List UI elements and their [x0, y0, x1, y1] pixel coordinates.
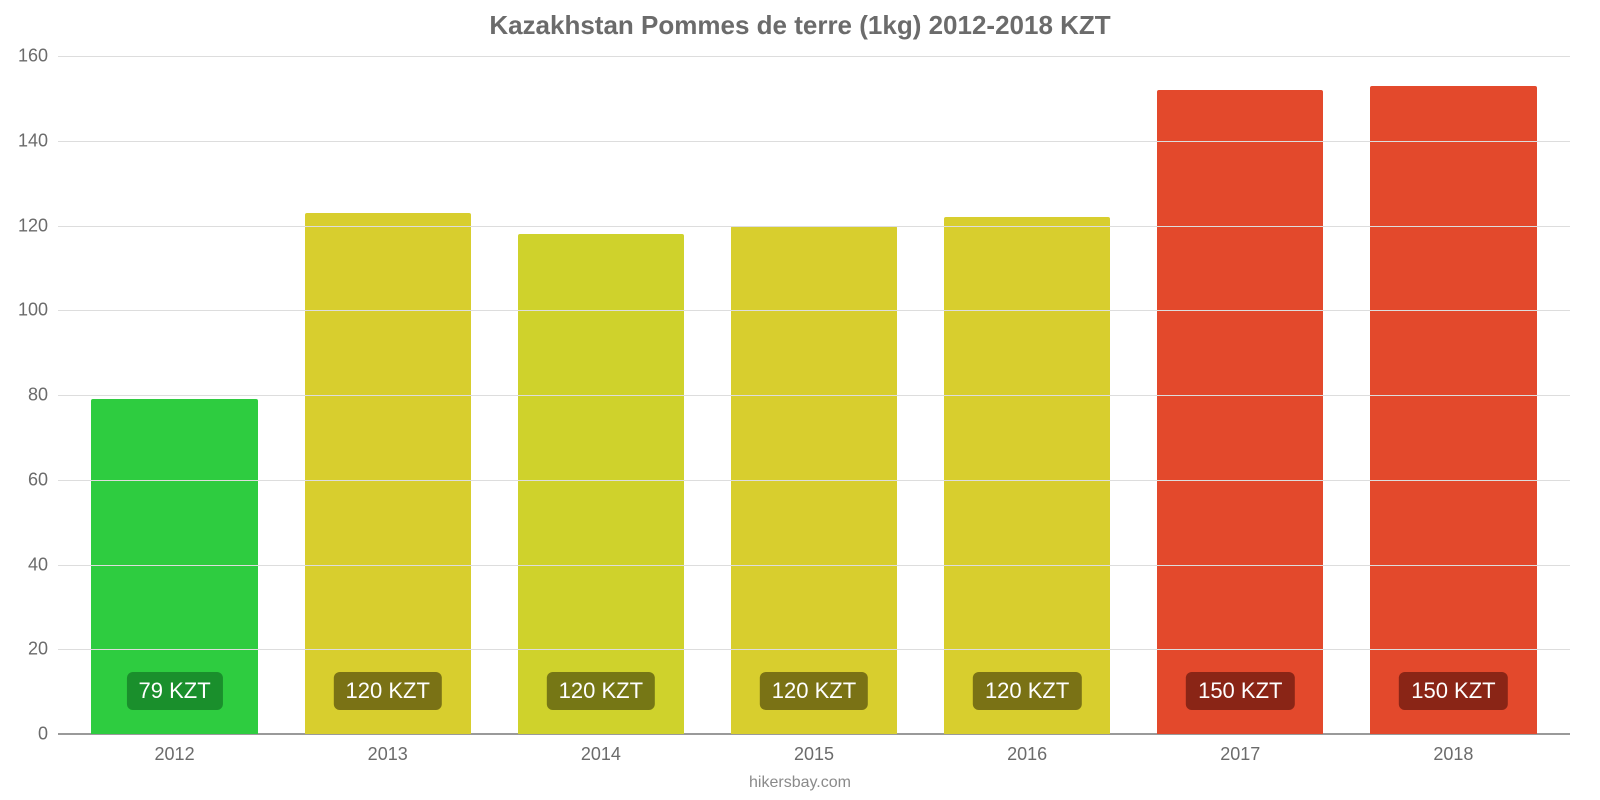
bar: 150 KZT — [1370, 86, 1536, 734]
bar: 120 KZT — [944, 217, 1110, 734]
x-tick-label: 2018 — [1433, 734, 1473, 765]
bar-value-label: 150 KZT — [1399, 672, 1507, 710]
y-gridline — [58, 649, 1570, 650]
y-gridline — [58, 565, 1570, 566]
bar-value-label: 120 KZT — [760, 672, 868, 710]
y-gridline — [58, 480, 1570, 481]
y-gridline — [58, 141, 1570, 142]
bar-value-label: 150 KZT — [1186, 672, 1294, 710]
y-tick-label: 60 — [28, 469, 58, 490]
bar: 150 KZT — [1157, 90, 1323, 734]
chart-title: Kazakhstan Pommes de terre (1kg) 2012-20… — [0, 0, 1600, 41]
x-tick-label: 2016 — [1007, 734, 1047, 765]
y-tick-label: 40 — [28, 554, 58, 575]
x-tick-label: 2015 — [794, 734, 834, 765]
bar-chart: Kazakhstan Pommes de terre (1kg) 2012-20… — [0, 0, 1600, 800]
y-gridline — [58, 56, 1570, 57]
bar: 120 KZT — [305, 213, 471, 734]
y-tick-label: 160 — [18, 46, 58, 67]
y-gridline — [58, 310, 1570, 311]
x-tick-label: 2012 — [155, 734, 195, 765]
x-tick-label: 2014 — [581, 734, 621, 765]
y-tick-label: 80 — [28, 385, 58, 406]
y-tick-label: 20 — [28, 639, 58, 660]
y-gridline — [58, 226, 1570, 227]
y-gridline — [58, 395, 1570, 396]
bar-value-label: 120 KZT — [973, 672, 1081, 710]
y-tick-label: 0 — [38, 724, 58, 745]
bar-value-label: 120 KZT — [547, 672, 655, 710]
x-tick-label: 2017 — [1220, 734, 1260, 765]
y-tick-label: 100 — [18, 300, 58, 321]
y-tick-label: 140 — [18, 130, 58, 151]
y-tick-label: 120 — [18, 215, 58, 236]
bar: 79 KZT — [91, 399, 257, 734]
bar-value-label: 79 KZT — [126, 672, 222, 710]
bar-value-label: 120 KZT — [334, 672, 442, 710]
plot-area: 79 KZT2012120 KZT2013120 KZT2014120 KZT2… — [58, 56, 1570, 734]
bar: 120 KZT — [518, 234, 684, 734]
x-tick-label: 2013 — [368, 734, 408, 765]
attribution-text: hikersbay.com — [749, 774, 851, 792]
